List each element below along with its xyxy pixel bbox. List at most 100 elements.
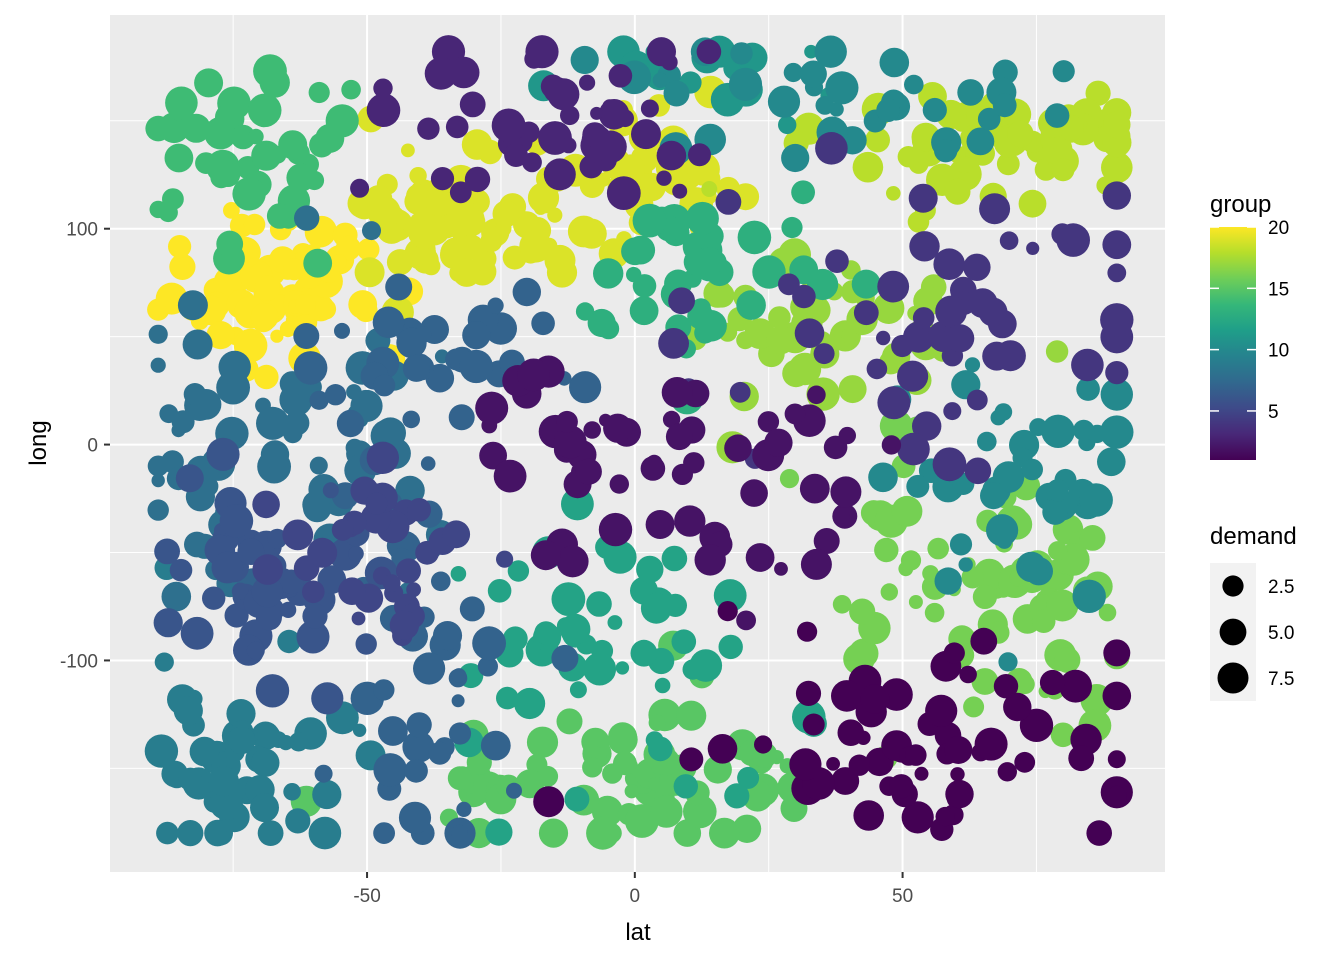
data-point bbox=[575, 458, 602, 485]
data-point bbox=[538, 818, 569, 848]
data-point bbox=[147, 499, 169, 521]
data-point bbox=[428, 741, 452, 765]
data-point bbox=[831, 680, 863, 712]
data-point bbox=[943, 642, 965, 664]
data-point bbox=[1103, 639, 1131, 667]
data-point bbox=[853, 800, 884, 831]
data-point bbox=[1046, 589, 1079, 622]
data-point bbox=[404, 759, 428, 783]
data-point bbox=[447, 56, 480, 89]
data-point bbox=[593, 258, 624, 289]
data-point bbox=[709, 817, 740, 849]
data-point bbox=[493, 459, 527, 493]
data-point bbox=[278, 130, 308, 160]
data-point bbox=[764, 428, 793, 457]
data-point bbox=[430, 167, 455, 191]
x-tick-label: -50 bbox=[353, 886, 380, 907]
data-point bbox=[778, 115, 797, 135]
data-point bbox=[246, 641, 265, 660]
data-point bbox=[324, 384, 347, 406]
data-point bbox=[346, 384, 362, 400]
x-tick-label: 0 bbox=[630, 886, 641, 907]
data-point bbox=[373, 78, 393, 98]
data-point bbox=[144, 734, 179, 768]
data-point bbox=[431, 571, 451, 592]
data-point bbox=[255, 674, 290, 708]
data-point bbox=[707, 734, 738, 764]
data-point bbox=[813, 528, 840, 554]
data-point bbox=[718, 634, 743, 660]
data-point bbox=[661, 377, 693, 408]
data-point bbox=[966, 389, 988, 411]
data-point bbox=[295, 293, 316, 315]
data-point bbox=[477, 656, 498, 677]
data-point bbox=[457, 208, 486, 237]
data-point bbox=[492, 200, 520, 228]
data-point bbox=[215, 162, 241, 187]
data-point bbox=[266, 203, 293, 229]
data-point bbox=[472, 626, 506, 661]
data-point bbox=[730, 42, 753, 65]
data-point bbox=[715, 189, 742, 215]
data-point bbox=[736, 290, 766, 320]
data-point bbox=[1016, 551, 1047, 583]
data-point bbox=[348, 290, 378, 319]
data-point bbox=[296, 620, 330, 654]
data-point bbox=[932, 447, 967, 482]
data-point bbox=[594, 130, 627, 164]
data-point bbox=[783, 62, 803, 83]
data-point bbox=[307, 537, 338, 568]
data-point bbox=[485, 818, 513, 846]
data-point bbox=[966, 127, 995, 156]
data-point bbox=[997, 762, 1017, 782]
data-point bbox=[881, 435, 902, 455]
color-bar-label: 10 bbox=[1268, 341, 1289, 362]
data-point bbox=[402, 730, 435, 763]
data-point bbox=[972, 584, 998, 610]
data-point bbox=[927, 537, 949, 560]
data-point bbox=[479, 441, 507, 470]
data-point bbox=[663, 80, 690, 107]
data-point bbox=[860, 684, 890, 714]
data-point bbox=[907, 211, 930, 233]
data-point bbox=[779, 469, 800, 489]
data-point bbox=[382, 574, 401, 592]
data-point bbox=[1044, 103, 1070, 128]
data-point bbox=[365, 492, 388, 515]
data-point bbox=[256, 406, 290, 440]
data-point bbox=[1042, 134, 1073, 165]
data-point bbox=[1014, 751, 1036, 773]
data-point bbox=[934, 567, 962, 595]
data-point bbox=[402, 410, 421, 429]
data-point bbox=[194, 68, 224, 98]
color-bar-label: 15 bbox=[1268, 279, 1289, 300]
data-point bbox=[178, 767, 203, 791]
data-point bbox=[1003, 692, 1032, 722]
data-point bbox=[451, 668, 467, 683]
data-point bbox=[315, 298, 337, 320]
data-point bbox=[1059, 669, 1092, 703]
data-point bbox=[982, 341, 1012, 371]
data-point bbox=[943, 402, 962, 421]
data-point bbox=[946, 324, 975, 353]
data-point bbox=[736, 610, 756, 631]
data-point bbox=[533, 786, 565, 818]
data-point bbox=[877, 270, 910, 303]
data-point bbox=[168, 235, 192, 259]
data-point bbox=[280, 601, 297, 619]
data-point bbox=[315, 123, 345, 153]
data-point bbox=[789, 748, 822, 781]
data-point bbox=[668, 287, 695, 315]
data-point bbox=[216, 230, 244, 258]
data-point bbox=[450, 566, 467, 582]
size-key-circle bbox=[1217, 662, 1249, 694]
data-point bbox=[459, 349, 493, 384]
data-point bbox=[912, 411, 942, 441]
data-point bbox=[314, 764, 333, 783]
data-point bbox=[1019, 708, 1054, 742]
data-point bbox=[745, 543, 775, 572]
y-tick-label: -100 bbox=[60, 651, 98, 672]
data-point bbox=[999, 231, 1019, 250]
data-point bbox=[177, 290, 208, 321]
data-point bbox=[322, 482, 339, 499]
